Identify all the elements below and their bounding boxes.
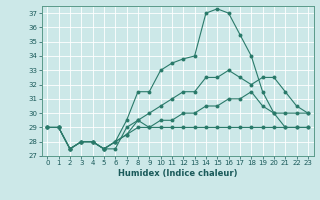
X-axis label: Humidex (Indice chaleur): Humidex (Indice chaleur)	[118, 169, 237, 178]
